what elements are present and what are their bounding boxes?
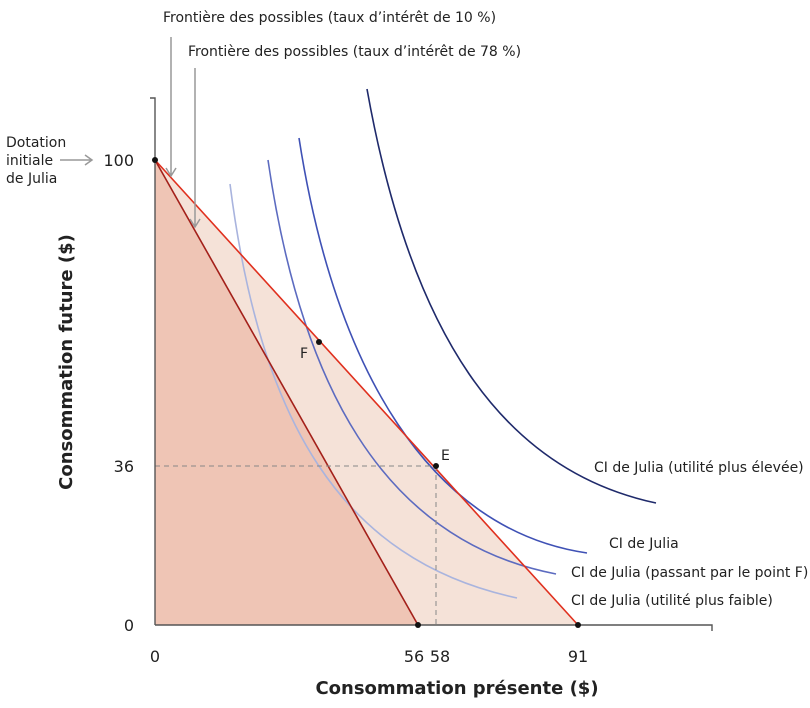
- indifference-curve: [229, 183, 518, 599]
- x-tick-label: 56: [404, 647, 424, 666]
- point-label-f: F: [300, 346, 308, 362]
- x-tick-label: 58: [430, 647, 450, 666]
- indifference-curve: [267, 159, 557, 575]
- x-axis-label: Consommation présente ($): [315, 678, 598, 699]
- y-tick-label: 100: [103, 151, 134, 170]
- indifference-curve: [298, 137, 588, 554]
- x-tick-label: 0: [150, 647, 160, 666]
- data-point: [415, 622, 421, 628]
- data-point: [152, 157, 158, 163]
- x-axis: [155, 624, 713, 631]
- endowment-label: Dotation initiale de Julia: [6, 135, 66, 187]
- data-point: [575, 622, 581, 628]
- indifference-curve-label: CI de Julia: [609, 536, 679, 552]
- indifference-curve-label: CI de Julia (utilité plus élevée): [594, 460, 804, 476]
- arrow-icon: [60, 37, 201, 229]
- y-tick-label: 36: [114, 457, 134, 476]
- frontier-label-78pct: Frontière des possibles (taux d’intérêt …: [188, 44, 521, 60]
- frontier-line-78pct: [154, 159, 419, 626]
- indifference-curve-label: CI de Julia (utilité plus faible): [571, 593, 773, 609]
- y-axis-label: Consommation future ($): [56, 234, 77, 490]
- frontier-line-10pct: [154, 159, 579, 626]
- x-tick-label: 91: [568, 647, 588, 666]
- data-point: [433, 463, 439, 469]
- data-point-f: [316, 339, 322, 345]
- indifference-curve: [366, 88, 657, 504]
- indifference-curve-label: CI de Julia (passant par le point F): [571, 565, 808, 581]
- point-label-e: E: [441, 448, 450, 464]
- y-axis: [150, 97, 156, 625]
- frontier-label-10pct: Frontière des possibles (taux d’intérêt …: [163, 10, 496, 26]
- y-tick-label: 0: [124, 616, 134, 635]
